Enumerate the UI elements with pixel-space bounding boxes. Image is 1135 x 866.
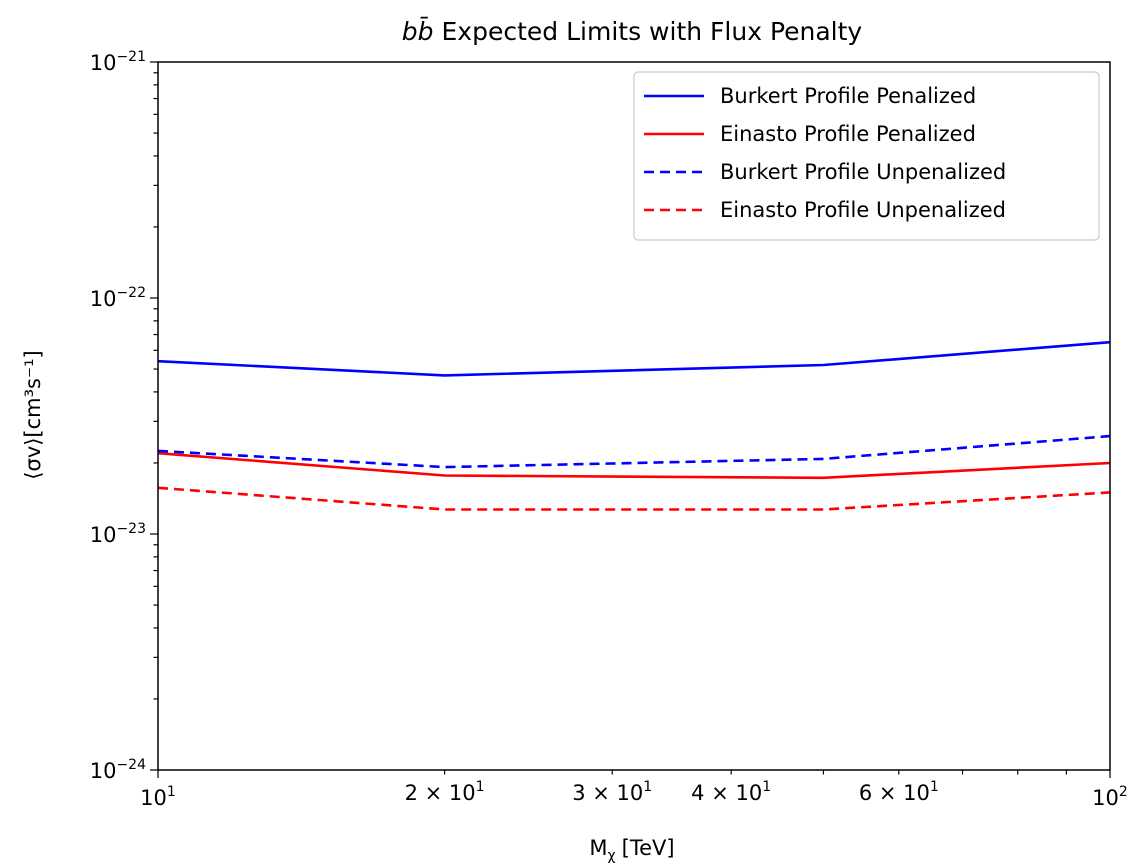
legend-label-4: Einasto Profile Unpenalized <box>720 198 1006 222</box>
series-line-1 <box>157 340 1111 377</box>
series-line-2 <box>157 451 1111 480</box>
legend-label-1: Burkert Profile Penalized <box>720 84 976 108</box>
chart-title-text: Expected Limits with Flux Penalty <box>442 17 863 46</box>
series-layer <box>157 340 1111 511</box>
x-axis-subscript: χ <box>608 848 616 864</box>
y-tick-label: 10−21 <box>90 49 146 75</box>
legend-label-2: Einasto Profile Penalized <box>720 122 976 146</box>
legend: Burkert Profile Penalized Einasto Profile… <box>633 71 1100 241</box>
x-axis-unit: [TeV] <box>622 836 675 860</box>
y-tick-label: 10−22 <box>90 285 146 311</box>
y-tick-label: 10−24 <box>90 757 146 783</box>
legend-box <box>633 71 1100 241</box>
y-tick-label: 10−23 <box>90 521 146 547</box>
y-axis-ticks: 10−24 10−23 10−22 10−21 <box>90 49 158 783</box>
legend-label-3: Burkert Profile Unpenalized <box>720 160 1006 184</box>
x-tick-label: 3 × 101 <box>572 779 652 805</box>
x-axis-title: Mχ [TeV] <box>589 836 674 864</box>
x-tick-label: 4 × 101 <box>691 779 771 805</box>
plot-frame <box>157 61 1111 771</box>
series-line-3 <box>157 434 1111 469</box>
x-tick-label: 102 <box>1092 784 1128 810</box>
y-axis-title: ⟨σv⟩[cm³s⁻¹] <box>21 350 45 479</box>
chart-title: bb̄ Expected Limits with Flux Penalty <box>402 16 863 46</box>
x-axis-ticks: 101 102 2 × 101 3 × 101 4 × 101 6 × 101 <box>140 770 1128 810</box>
chart-title-prefix: bb̄ <box>402 16 434 46</box>
x-axis-symbol: M <box>589 836 607 860</box>
x-tick-label: 101 <box>140 784 176 810</box>
x-tick-label: 6 × 101 <box>859 779 939 805</box>
x-tick-label: 2 × 101 <box>405 779 485 805</box>
series-line-4 <box>157 486 1111 511</box>
